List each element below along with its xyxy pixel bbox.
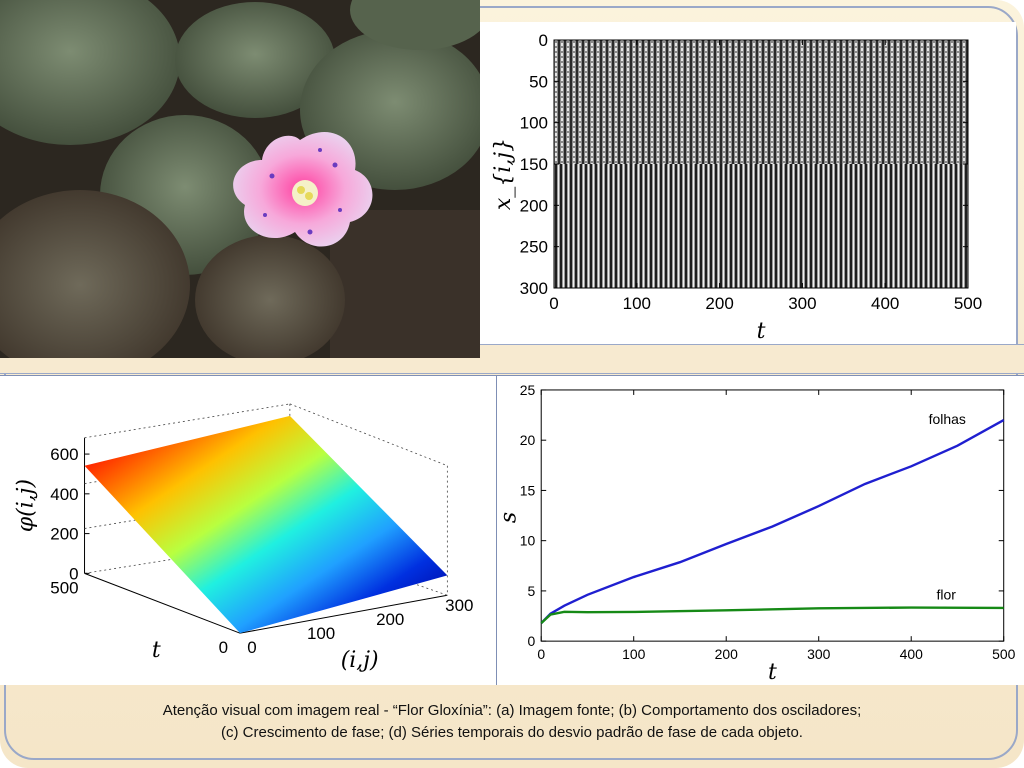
- timeseries-xtick-label: 200: [715, 646, 739, 662]
- heatmap-upper-region: [554, 40, 968, 164]
- timeseries-plot-frame: [540, 389, 1005, 642]
- oscillator-behavior-chart: 0 50 100 150 200 250 300 0 100 200 300 400 500 x_{i…: [480, 22, 1016, 344]
- phase-growth-surface-chart: 0 200 400 600 500 0 0 100 200 300 φ(i,j) t (i,j…: [0, 375, 496, 685]
- timeseries-ytick-label: 5: [527, 583, 535, 599]
- figure-caption: Atenção visual com imagem real - “Flor G…: [60, 700, 964, 744]
- heatmap-ytick-label: 100: [520, 114, 548, 133]
- surface-xtick-label: 300: [445, 596, 473, 615]
- timeseries-ytick-label: 25: [520, 382, 536, 398]
- surface-zlabel: φ(i,j): [14, 479, 39, 532]
- heatmap-ytick-label: 50: [529, 72, 548, 91]
- timeseries-ylabel: s: [497, 512, 521, 523]
- series-label-flor: flor: [936, 586, 956, 602]
- heatmap-xtick-label: 500: [954, 294, 982, 313]
- heatmap-lower-region: [554, 164, 968, 288]
- heatmap-ytick-label: 300: [520, 279, 548, 298]
- heatmap-ylabel: x_{i,j}: [491, 138, 516, 210]
- heatmap-ytick-label: 0: [539, 31, 548, 50]
- caption-line-1: Atenção visual com imagem real - “Flor G…: [162, 702, 862, 719]
- timeseries-ytick-label: 20: [520, 432, 536, 448]
- surface-ztick-label: 0: [69, 564, 78, 583]
- heatmap-xtick-label: 400: [871, 294, 899, 313]
- timeseries-xtick-label: 300: [807, 646, 831, 662]
- heatmap-xtick-label: 300: [788, 294, 816, 313]
- heatmap-ytick-label: 150: [520, 155, 548, 174]
- surface-ztick-label: 400: [50, 485, 78, 504]
- timeseries-xtick-label: 0: [537, 646, 545, 662]
- surface-ztick-label: 600: [50, 445, 78, 464]
- caption-line-2: (c) Crescimento de fase; (d) Séries temp…: [221, 724, 803, 741]
- phase-deviation-timeseries-chart: 0 100 200 300 400 500 0 5 10 15 20 25 folhas flor t s: [496, 375, 1024, 685]
- heatmap-xtick-label: 200: [705, 294, 733, 313]
- timeseries-xlabel: t: [768, 660, 777, 685]
- phase-surface: [84, 415, 448, 634]
- heatmap-ytick-label: 200: [520, 196, 548, 215]
- surface-ytick-label: 500: [50, 578, 78, 597]
- timeseries-y-axis: 0 5 10 15 20 25: [520, 382, 1004, 649]
- timeseries-xtick-label: 400: [900, 646, 924, 662]
- series-line-flor: [540, 606, 1004, 624]
- timeseries-xtick-label: 100: [622, 646, 646, 662]
- series-line-folhas: [540, 419, 1005, 624]
- series-label-folhas: folhas: [929, 411, 966, 427]
- timeseries-ytick-label: 0: [527, 633, 535, 649]
- heatmap-xtick-label: 100: [623, 294, 651, 313]
- surface-xtick-label: 0: [247, 638, 256, 657]
- surface-ztick-label: 200: [50, 525, 78, 544]
- surface-ylabel: t: [152, 638, 161, 663]
- surface-xlabel: (i,j): [341, 648, 379, 673]
- heatmap-xtick-label: 0: [549, 294, 558, 313]
- surface-ytick-label: 0: [219, 638, 228, 657]
- timeseries-ytick-label: 15: [520, 482, 536, 498]
- heatmap-ytick-label: 250: [520, 238, 548, 257]
- heatmap-xlabel: t: [757, 319, 766, 344]
- surface-xtick-label: 200: [376, 610, 404, 629]
- timeseries-ytick-label: 10: [520, 533, 536, 549]
- surface-xtick-label: 100: [307, 624, 335, 643]
- timeseries-xtick-label: 500: [992, 646, 1016, 662]
- timeseries-x-axis: 0 100 200 300 400 500: [537, 389, 1016, 662]
- source-image-flower: [0, 0, 480, 358]
